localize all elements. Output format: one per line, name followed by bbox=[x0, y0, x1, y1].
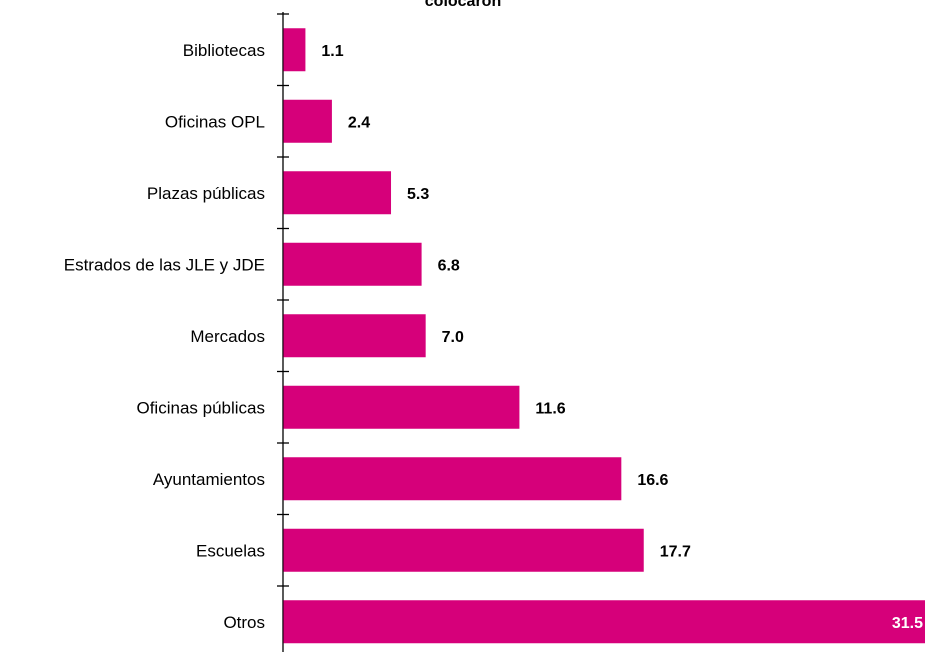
value-labels: 1.1 2.4 5.3 6.8 7.0 11.6 16.6 17.7 31.5 bbox=[321, 43, 923, 632]
data-label: 7.0 bbox=[442, 329, 464, 346]
data-label: 17.7 bbox=[660, 543, 691, 560]
data-label: 11.6 bbox=[535, 400, 565, 417]
bar bbox=[283, 385, 520, 429]
category-label: Ayuntamientos bbox=[153, 470, 265, 489]
data-label: 6.8 bbox=[438, 257, 460, 274]
y-axis bbox=[277, 12, 289, 652]
category-label: Escuelas bbox=[196, 541, 265, 560]
category-label: Oficinas OPL bbox=[165, 112, 265, 131]
category-label: Oficinas públicas bbox=[136, 398, 265, 417]
data-label: 2.4 bbox=[348, 114, 370, 131]
data-label: 16.6 bbox=[637, 472, 668, 489]
category-label: Estrados de las JLE y JDE bbox=[64, 255, 265, 274]
bar bbox=[283, 314, 426, 358]
data-label: 5.3 bbox=[407, 186, 429, 203]
bar bbox=[283, 600, 925, 644]
category-label: Plazas públicas bbox=[147, 184, 265, 203]
category-label: Mercados bbox=[190, 327, 265, 346]
data-label: 31.5 bbox=[892, 615, 923, 632]
bar bbox=[283, 28, 306, 72]
data-label: 1.1 bbox=[321, 43, 343, 60]
bars bbox=[283, 28, 925, 644]
bar bbox=[283, 99, 332, 143]
bar bbox=[283, 528, 644, 572]
category-labels: Bibliotecas Oficinas OPL Plazas públicas Es… bbox=[64, 41, 265, 632]
category-label: Bibliotecas bbox=[183, 41, 265, 60]
category-label: Otros bbox=[223, 613, 265, 632]
bar bbox=[283, 242, 422, 286]
chart-title: colocaron bbox=[425, 0, 501, 10]
bar bbox=[283, 457, 622, 501]
bar bbox=[283, 171, 392, 215]
